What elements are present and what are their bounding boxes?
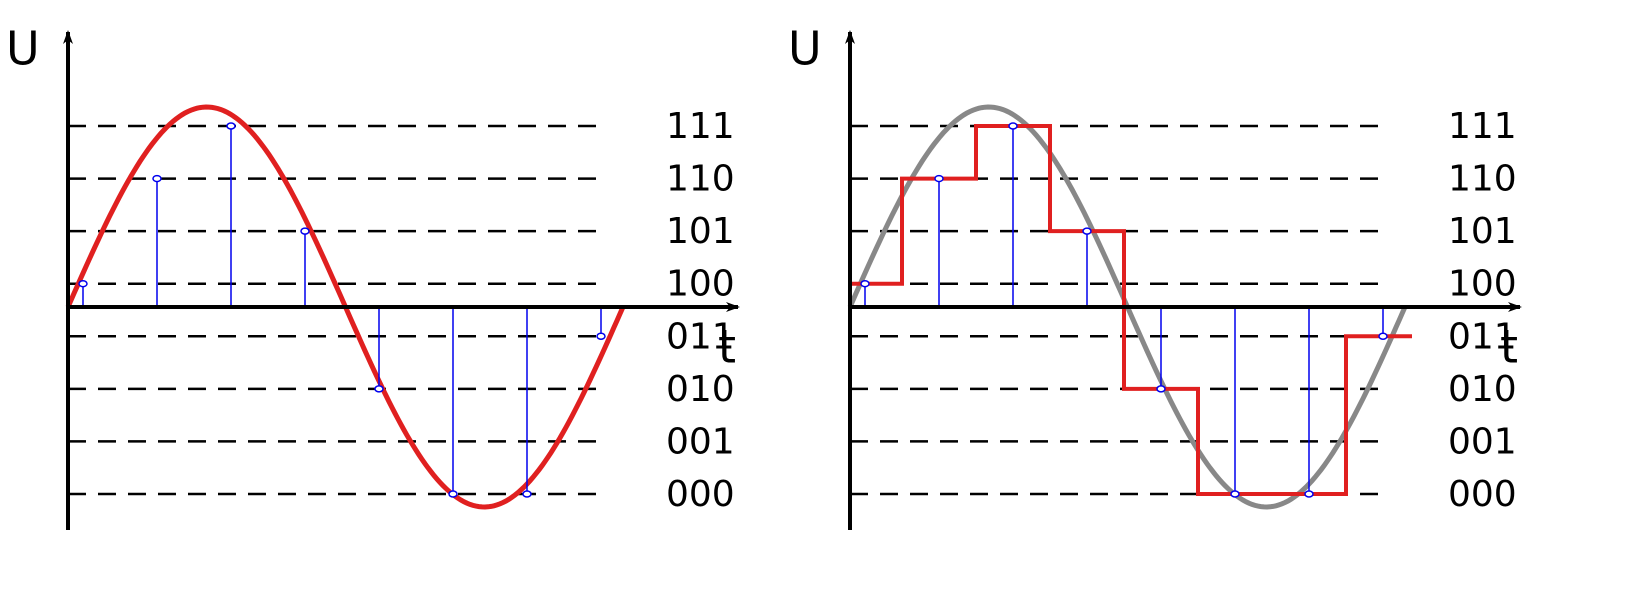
level-label: 001 [1448,421,1517,462]
level-label: 110 [1448,159,1517,200]
quantized-signal [850,124,1412,496]
level-label: 010 [1448,369,1517,410]
sample-point [860,279,870,288]
x-axis-label: t [718,320,736,374]
level-label: 000 [666,474,735,515]
sample-point [152,174,162,183]
sample-point [374,385,384,393]
y-axis-label: U [6,22,40,76]
panel: 111 110 101 100 011 010 001 000 Ut [6,22,740,530]
sample-point [448,490,458,498]
sample-point [1082,227,1092,235]
level-label: 001 [666,421,735,462]
sample-point [1378,332,1388,341]
sample-point [1156,385,1166,393]
sample-point [1304,490,1314,498]
level-label: 100 [666,264,735,305]
sample-point [1008,122,1018,130]
y-axis-label: U [788,22,822,76]
sample-point [1230,490,1240,498]
sample-point [226,122,236,130]
sample-point [934,174,944,183]
level-label: 000 [1448,474,1517,515]
level-label: 111 [1448,106,1517,147]
level-label: 010 [666,369,735,410]
sample-point [522,490,532,498]
level-label: 100 [1448,264,1517,305]
x-axis-label: t [1500,320,1518,374]
level-label: 101 [666,211,735,252]
sample-point [300,227,310,235]
level-label: 111 [666,106,735,147]
panel: 111 110 101 100 011 010 001 000 Ut [788,22,1522,530]
level-label: 101 [1448,211,1517,252]
sample-point [78,279,88,288]
level-label: 011 [1448,316,1517,357]
level-label: 110 [666,159,735,200]
level-label: 011 [666,316,735,357]
sample-point [596,332,606,341]
